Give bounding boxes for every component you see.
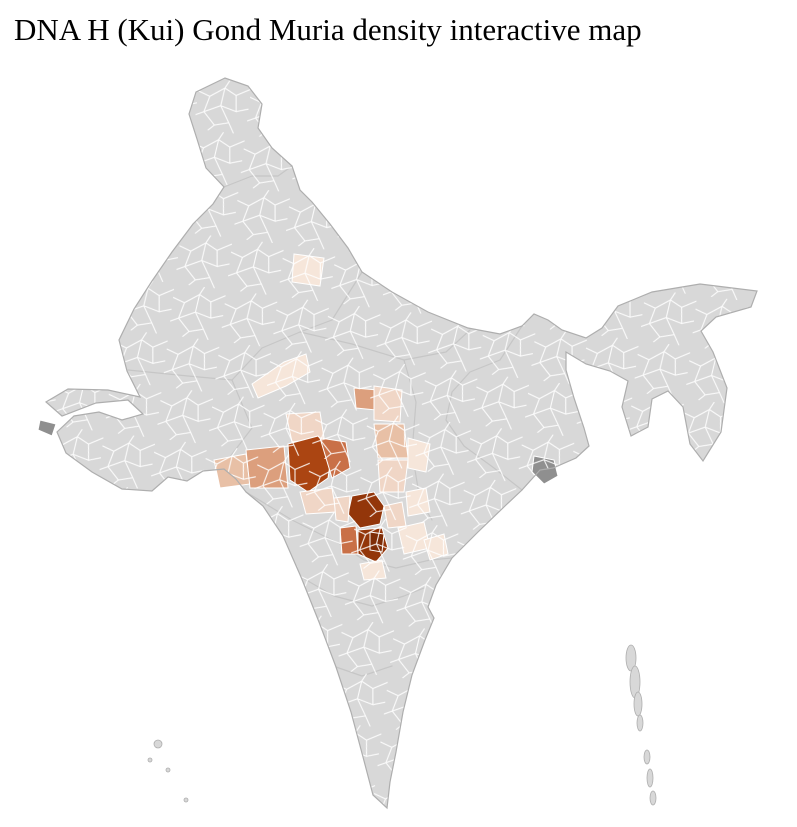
page-title: DNA H (Kui) Gond Muria density interacti… bbox=[14, 12, 642, 47]
no-data-district[interactable] bbox=[37, 419, 57, 437]
andaman-nicobar-islands[interactable] bbox=[625, 644, 657, 806]
india-outline bbox=[44, 77, 758, 810]
lakshadweep-islands[interactable] bbox=[147, 739, 189, 803]
district-mesh-overlay bbox=[46, 78, 757, 808]
